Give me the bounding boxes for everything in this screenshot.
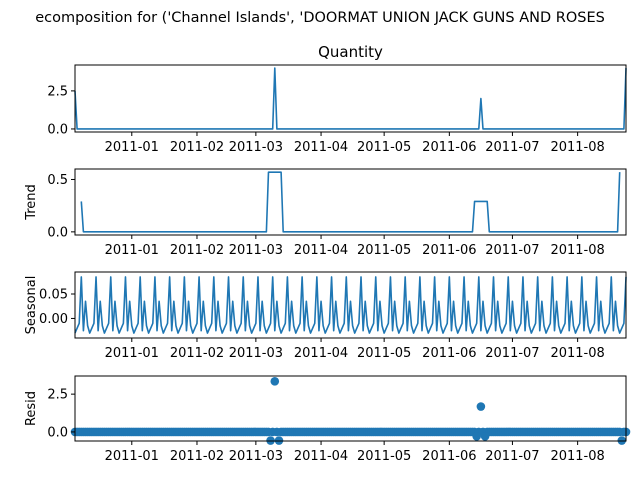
x-tick-label: 2011-02 bbox=[170, 346, 224, 361]
x-tick-label: 2011-05 bbox=[357, 449, 411, 464]
x-tick-label: 2011-06 bbox=[422, 243, 476, 258]
resid-point bbox=[472, 432, 481, 441]
y-tick-label: 0.0 bbox=[47, 425, 68, 440]
x-tick-label: 2011-08 bbox=[550, 346, 604, 361]
x-tick-label: 2011-04 bbox=[294, 140, 348, 155]
x-tick-label: 2011-06 bbox=[422, 346, 476, 361]
axes-frame bbox=[74, 168, 627, 236]
x-tick-label: 2011-02 bbox=[170, 140, 224, 155]
x-tick-label: 2011-05 bbox=[357, 243, 411, 258]
x-tick-label: 2011-04 bbox=[294, 243, 348, 258]
x-tick-label: 2011-01 bbox=[105, 140, 159, 155]
x-tick-label: 2011-02 bbox=[170, 449, 224, 464]
x-tick-label: 2011-04 bbox=[294, 449, 348, 464]
y-axis-label: Trend bbox=[24, 184, 39, 221]
x-tick-label: 2011-05 bbox=[357, 140, 411, 155]
y-axis-label: Seasonal bbox=[24, 276, 39, 335]
x-tick-label: 2011-01 bbox=[105, 243, 159, 258]
panels-group: Quantity 0.0 2.5 2011-01 2011-02 2011-03 2011-… bbox=[24, 43, 631, 464]
x-tick-label: 2011-07 bbox=[485, 449, 539, 464]
y-tick-label: 0.0 bbox=[47, 225, 68, 240]
seasonal-line bbox=[74, 276, 627, 334]
resid-point bbox=[270, 376, 280, 386]
observed-line bbox=[74, 67, 627, 130]
x-tick-label: 2011-06 bbox=[422, 140, 476, 155]
panel-title: Quantity bbox=[318, 43, 383, 61]
x-tick-label: 2011-07 bbox=[485, 243, 539, 258]
y-tick-label: 0.5 bbox=[47, 173, 68, 188]
x-tick-label: 2011-08 bbox=[550, 449, 604, 464]
y-tick-label: 0.05 bbox=[39, 288, 68, 303]
y-tick-label: 0.00 bbox=[39, 312, 68, 327]
x-tick-label: 2011-03 bbox=[229, 243, 283, 258]
x-tick-label: 2011-03 bbox=[229, 449, 283, 464]
x-tick-label: 2011-07 bbox=[485, 346, 539, 361]
figure-suptitle: ecomposition for ('Channel Islands', 'DO… bbox=[35, 10, 605, 26]
x-tick-label: 2011-02 bbox=[170, 243, 224, 258]
x-tick-label: 2011-04 bbox=[294, 346, 348, 361]
y-tick-label: 0.0 bbox=[47, 122, 68, 137]
y-tick-label: 2.5 bbox=[47, 84, 68, 99]
x-tick-label: 2011-08 bbox=[550, 243, 604, 258]
panel-observed: Quantity 0.0 2.5 2011-01 2011-02 2011-03 2011-… bbox=[47, 43, 627, 155]
y-tick-label: 2.5 bbox=[47, 388, 68, 403]
panel-resid: Resid 0.0 2.5 2011-01 2011-02 2011-03 2011-04 2… bbox=[24, 375, 631, 464]
trend-line bbox=[80, 171, 621, 233]
y-axis-label: Resid bbox=[24, 391, 39, 426]
x-tick-label: 2011-06 bbox=[422, 449, 476, 464]
x-tick-label: 2011-01 bbox=[105, 346, 159, 361]
x-tick-label: 2011-01 bbox=[105, 449, 159, 464]
x-tick-label: 2011-07 bbox=[485, 140, 539, 155]
resid-point bbox=[480, 432, 490, 441]
resid-point bbox=[476, 402, 486, 411]
axes-frame bbox=[74, 375, 627, 442]
x-tick-label: 2011-03 bbox=[229, 346, 283, 361]
panel-trend: Trend 0.0 0.5 2011-01 2011-02 2011-03 2011-04 2… bbox=[24, 168, 627, 258]
axes-frame bbox=[74, 64, 627, 133]
x-tick-label: 2011-05 bbox=[357, 346, 411, 361]
x-tick-label: 2011-03 bbox=[229, 140, 283, 155]
panel-seasonal: Seasonal 0.00 0.05 2011-01 2011-02 2011-03 201… bbox=[24, 271, 627, 361]
x-tick-label: 2011-08 bbox=[550, 140, 604, 155]
axes-frame bbox=[74, 271, 627, 339]
